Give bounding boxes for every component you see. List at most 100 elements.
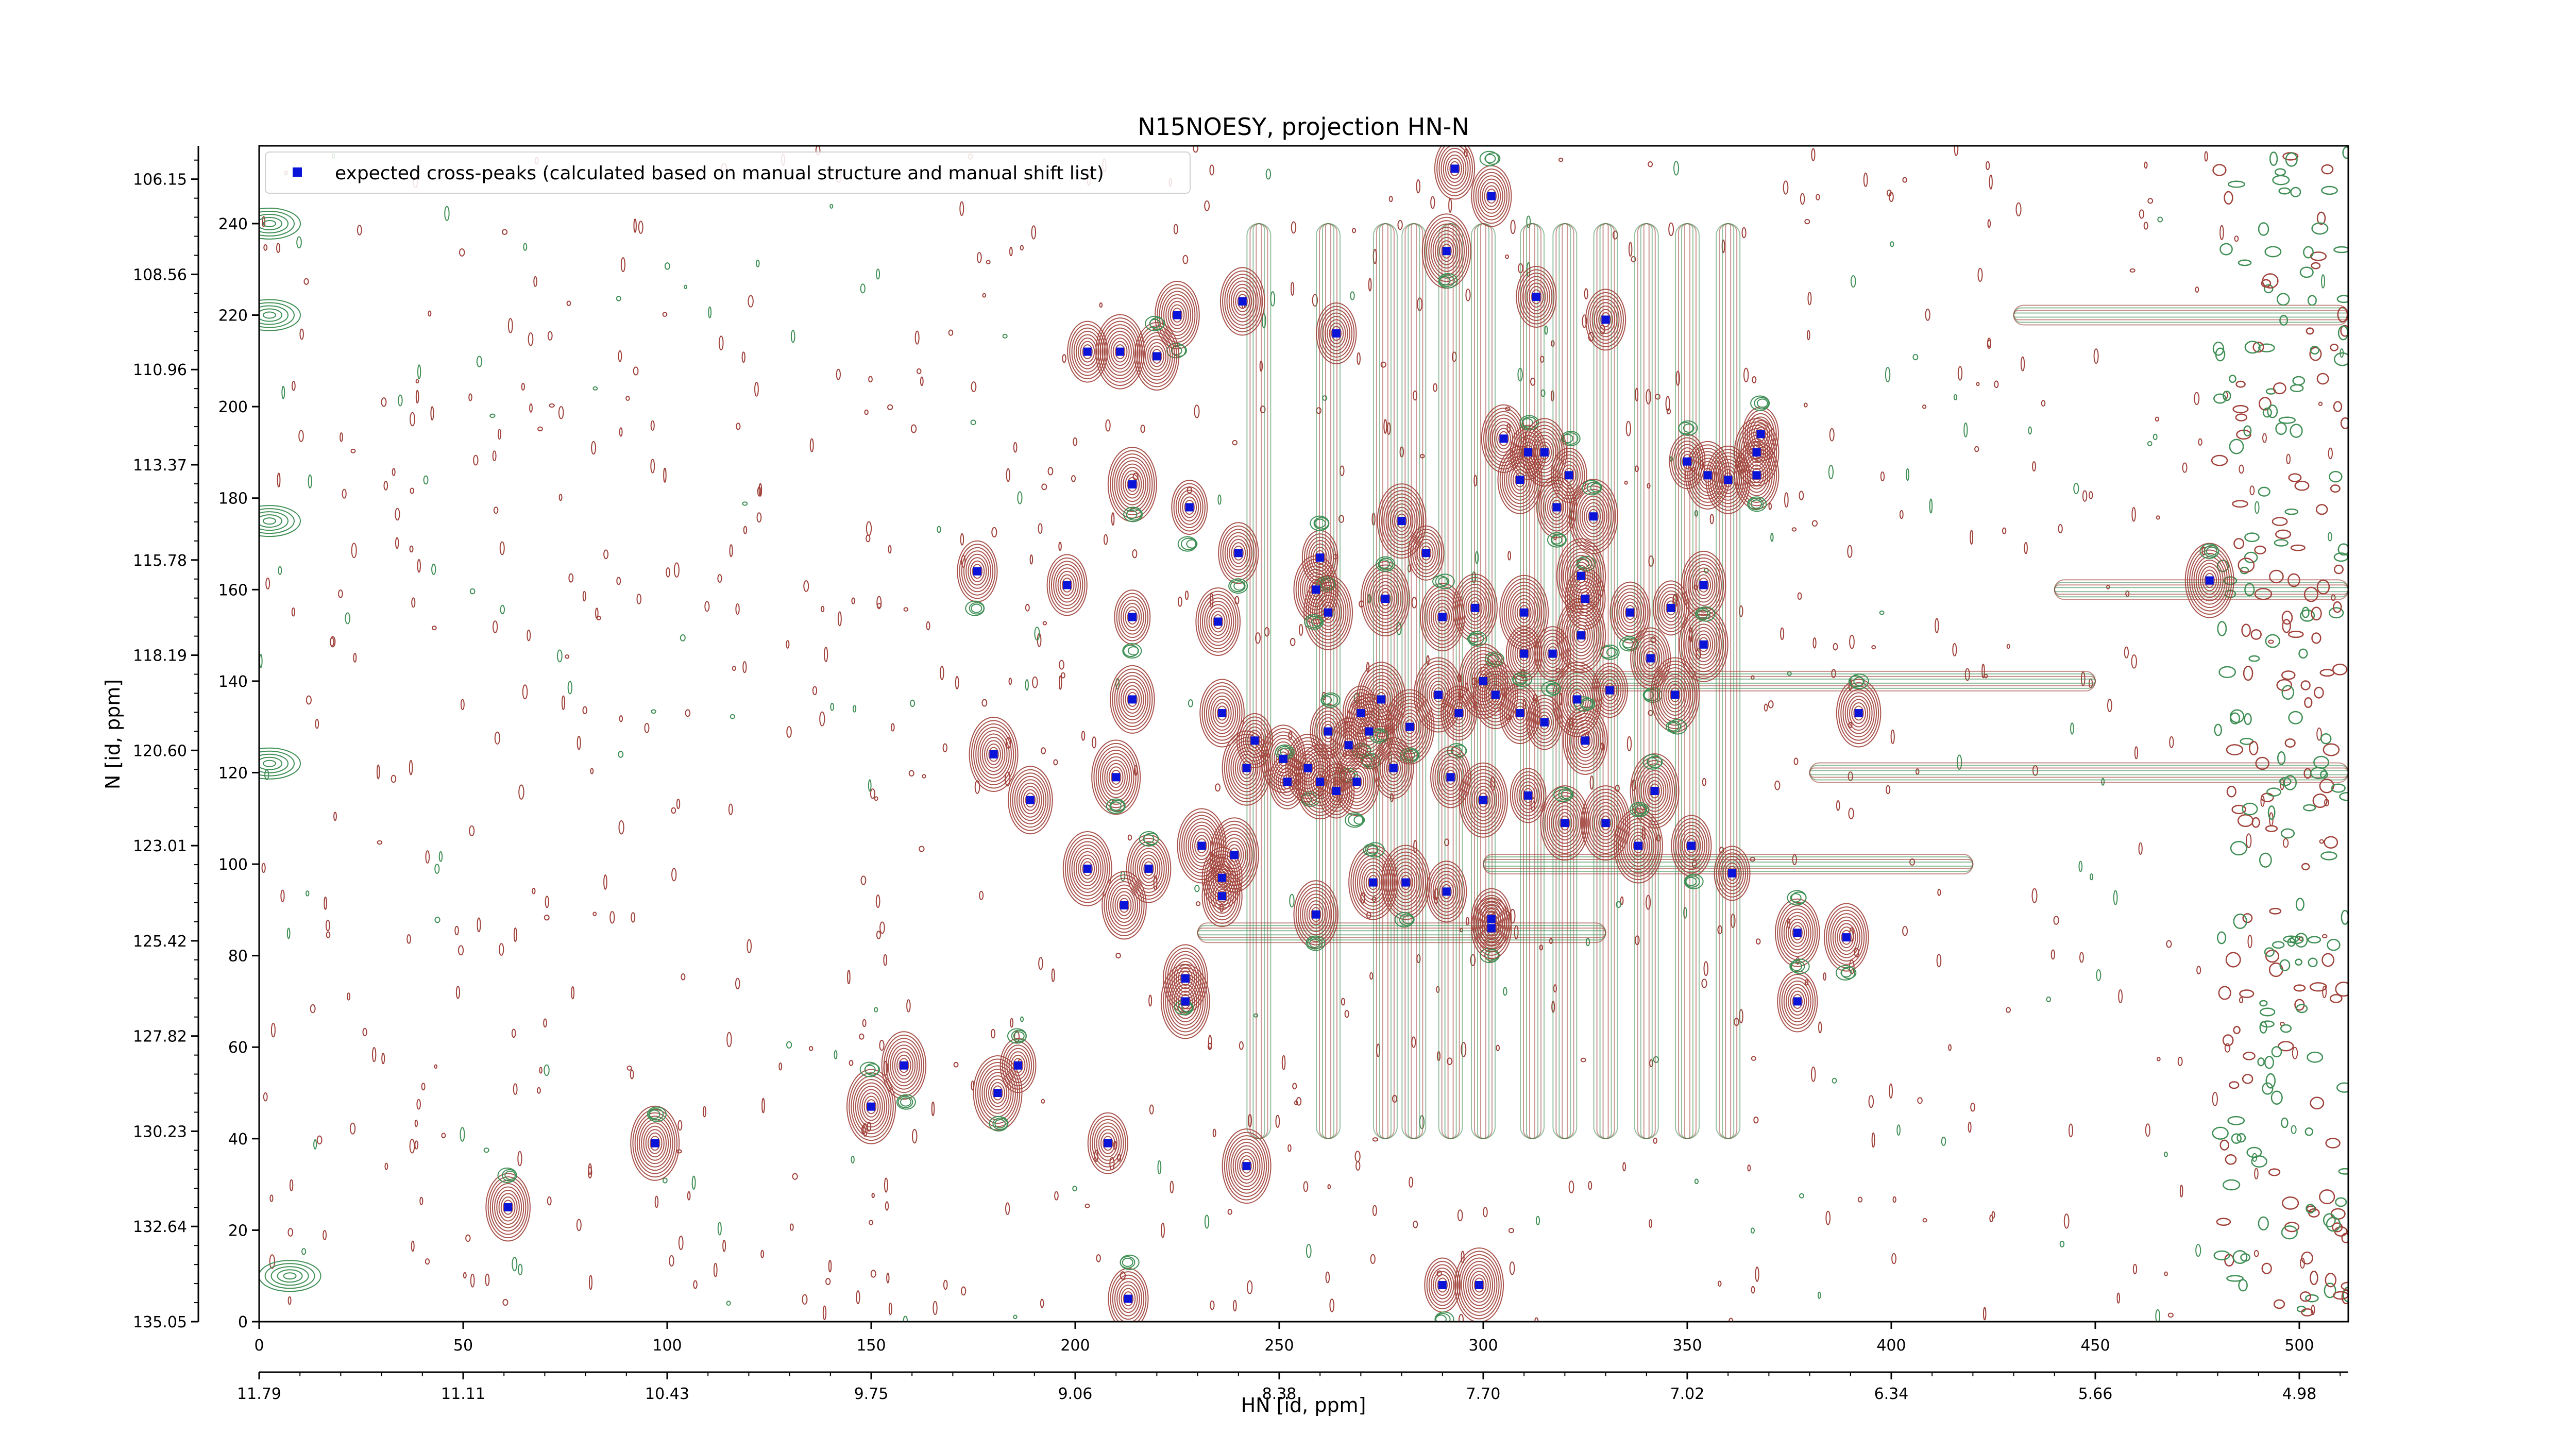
peak-contour	[1598, 812, 1613, 834]
peak-contour	[1437, 1277, 1448, 1293]
peak-contour	[1435, 606, 1450, 628]
peak-contour	[1841, 930, 1852, 945]
peak-contour	[1295, 883, 1336, 946]
peak-contour	[1396, 706, 1424, 748]
edge-contour	[2281, 670, 2296, 680]
peak-contour	[1655, 583, 1687, 632]
peak-contour	[1432, 230, 1461, 272]
peak-contour	[1400, 875, 1411, 890]
cross-peak-marker	[1303, 764, 1312, 772]
noise-contour	[2321, 274, 2325, 289]
cross-peak-marker	[1565, 471, 1573, 480]
noise-contour	[1099, 302, 1103, 308]
edge-contour	[2227, 1116, 2245, 1125]
noise-contour	[717, 1222, 722, 1236]
peak-contour	[1316, 302, 1357, 365]
streak-contour	[1716, 223, 1741, 1139]
peak-contour	[1165, 970, 1206, 1033]
noise-contour	[890, 723, 895, 732]
noise-contour	[1448, 198, 1452, 213]
noise-contour	[803, 580, 809, 592]
peak-contour	[1649, 783, 1660, 799]
noise-contour	[406, 934, 411, 944]
cross-peak-marker	[1312, 910, 1320, 919]
peak-contour	[1844, 692, 1873, 734]
noise-contour	[1799, 1193, 1804, 1199]
noise-contour	[1755, 1267, 1759, 1282]
negative-lobe-contour	[1515, 674, 1527, 684]
noise-contour	[636, 594, 642, 604]
peak-contour	[1783, 912, 1811, 954]
peak-contour	[1127, 691, 1138, 707]
noise-contour	[2254, 1168, 2259, 1179]
noise-contour	[1902, 177, 1907, 183]
peak-contour	[636, 1116, 673, 1171]
x-ppm-tick-label: 5.66	[2078, 1385, 2113, 1403]
edge-contour	[2233, 538, 2245, 549]
peak-contour	[1127, 610, 1138, 625]
peak-contour	[1696, 574, 1711, 596]
edge-contour	[2324, 1283, 2336, 1298]
peak-contour	[1691, 567, 1716, 603]
peak-contour	[1504, 689, 1536, 738]
edge-contour	[2281, 685, 2295, 700]
noise-contour	[681, 973, 686, 981]
peak-contour	[1106, 878, 1143, 933]
edge-contour	[2307, 295, 2317, 306]
noise-contour	[592, 386, 598, 391]
noise-contour	[577, 736, 581, 750]
noise-contour	[981, 699, 988, 707]
peak-contour	[1620, 818, 1657, 874]
edge-contour	[2274, 539, 2289, 547]
negative-lobe-contour	[1586, 481, 1602, 494]
peak-contour	[959, 544, 996, 599]
peak-contour	[1112, 668, 1153, 731]
negative-lobe-contour	[1668, 722, 1680, 732]
noise-contour	[819, 711, 825, 727]
edge-contour	[2265, 1073, 2276, 1089]
edge-contour	[2330, 484, 2341, 493]
peak-contour	[1520, 784, 1536, 806]
peak-contour	[1429, 681, 1448, 710]
peak-contour	[1108, 334, 1132, 369]
peak-contour	[1320, 309, 1353, 358]
negative-lobe-contour	[1378, 558, 1394, 570]
noise-contour	[1040, 1298, 1044, 1308]
peak-contour	[1377, 744, 1410, 792]
edge-contour	[2284, 738, 2296, 748]
ridge-contour	[1482, 676, 2096, 686]
cross-peak-marker	[1671, 690, 1680, 699]
negative-lobe-contour	[1748, 498, 1764, 511]
noise-contour	[1935, 618, 1939, 633]
peak-contour	[1396, 513, 1407, 529]
negative-lobe-contour	[1106, 798, 1126, 814]
peak-contour	[1555, 454, 1583, 496]
noise-contour	[1290, 637, 1296, 646]
noise-contour	[1957, 754, 1962, 770]
negative-lobe-contour	[1439, 274, 1455, 287]
peak-contour	[1432, 749, 1469, 805]
chart-title: N15NOESY, projection HN-N	[1138, 113, 1469, 141]
peak-contour	[1567, 614, 1596, 656]
noise-contour	[492, 450, 497, 462]
peak-contour	[1134, 848, 1163, 890]
noise-contour	[1306, 1244, 1312, 1258]
noise-contour	[1161, 1222, 1165, 1238]
cross-peak-marker	[1573, 695, 1582, 704]
noise-contour	[1811, 520, 1818, 527]
peak-contour	[1516, 643, 1532, 665]
noise-contour	[847, 970, 851, 985]
peak-contour	[1496, 428, 1511, 450]
noise-contour	[729, 544, 733, 558]
peak-contour	[1176, 964, 1195, 993]
peak-contour	[1598, 672, 1622, 708]
noise-contour	[2239, 464, 2244, 474]
noise-contour	[415, 379, 419, 384]
noise-contour	[470, 1273, 475, 1288]
peak-contour	[1163, 967, 1208, 1036]
noise-contour	[277, 473, 281, 487]
peak-contour	[853, 1079, 890, 1135]
peak-contour	[1518, 781, 1538, 810]
peak-contour	[1010, 1054, 1026, 1076]
noise-contour	[1047, 467, 1054, 476]
